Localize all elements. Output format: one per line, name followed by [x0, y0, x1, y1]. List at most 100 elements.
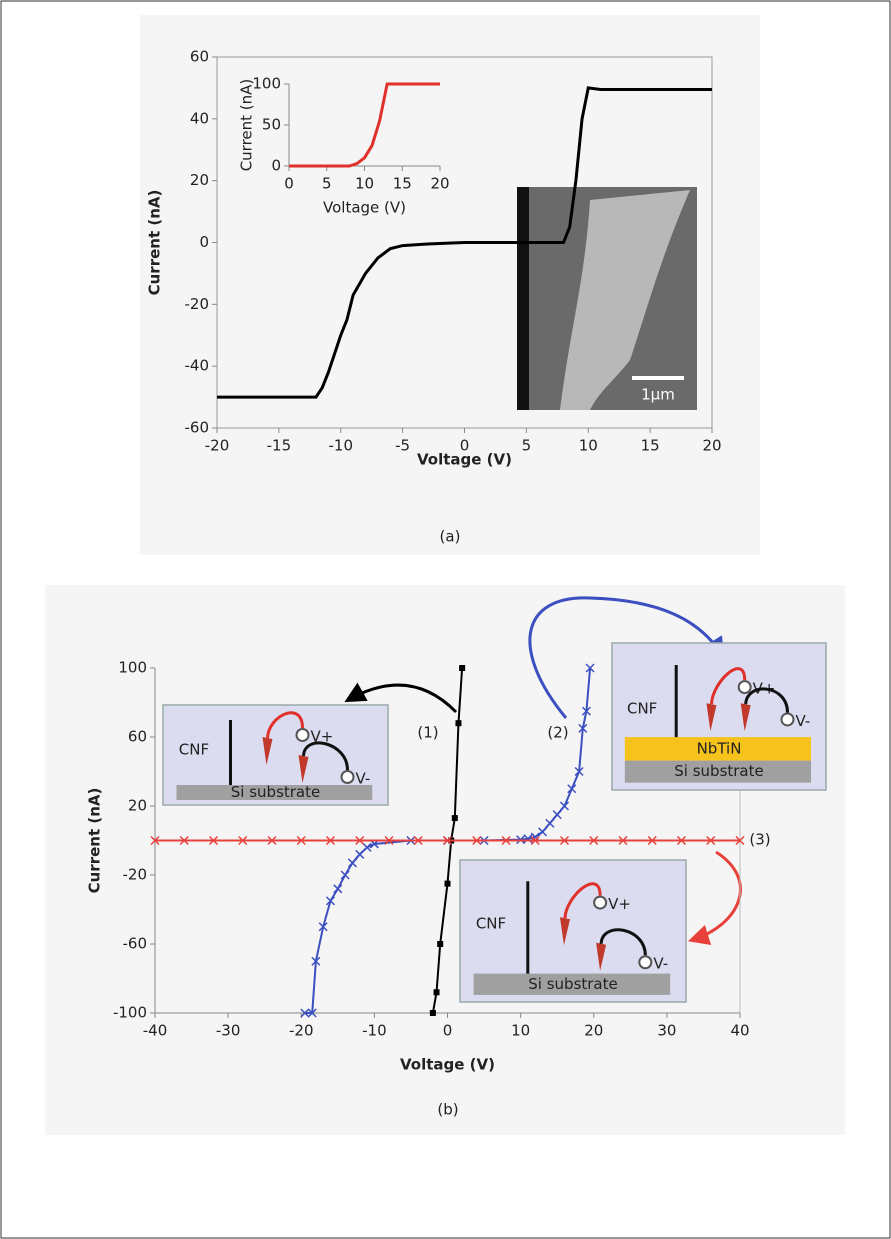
- arrow: [344, 682, 458, 714]
- marker: [437, 941, 444, 947]
- substrate-label: Si substrate: [231, 783, 320, 801]
- probe-tip: [298, 755, 309, 783]
- marker: [589, 835, 599, 846]
- marker: [442, 835, 453, 846]
- x-tick-label: -20: [289, 1022, 314, 1040]
- probe-tip: [706, 703, 717, 732]
- marker: [501, 835, 511, 846]
- probe-tip: [262, 737, 273, 765]
- y-tick-label: 50: [262, 116, 281, 134]
- marker: [567, 784, 577, 794]
- marker: [318, 922, 328, 932]
- x-tick-label: 5: [522, 437, 532, 455]
- marker: [472, 835, 482, 846]
- marker: [300, 1008, 310, 1018]
- arrow: [687, 850, 742, 945]
- marker: [325, 835, 336, 846]
- y-tick-label: 20: [190, 171, 209, 189]
- probe-wire: [266, 711, 304, 739]
- marker: [455, 720, 462, 727]
- marker: [545, 818, 555, 828]
- sem-edge: [517, 187, 529, 410]
- marker: [581, 706, 591, 716]
- marker: [347, 858, 357, 868]
- probe-label: V-: [653, 955, 668, 973]
- y-tick-label: -60: [185, 419, 210, 437]
- y-tick-label: 0: [199, 233, 209, 251]
- x-tick-label: -40: [143, 1022, 168, 1040]
- marker: [444, 880, 451, 887]
- x-tick-label: -10: [362, 1022, 387, 1040]
- marker: [267, 835, 277, 846]
- probe-tip: [596, 942, 607, 971]
- probe-wire: [709, 667, 747, 705]
- x-tick-label: 5: [322, 175, 332, 193]
- substrate-label: Si substrate: [528, 975, 617, 993]
- marker: [530, 835, 540, 846]
- x-axis-label: Voltage (V): [323, 199, 406, 217]
- probe-contact: [295, 728, 310, 742]
- marker: [552, 810, 562, 820]
- marker: [451, 815, 458, 822]
- y-tick-label: -40: [185, 357, 210, 375]
- x-tick-label: -15: [267, 437, 292, 455]
- arrow: [528, 596, 725, 719]
- marker: [676, 835, 687, 846]
- marker: [179, 835, 189, 846]
- series-label: (3): [749, 831, 770, 849]
- marker: [150, 835, 160, 846]
- x-tick-label: -5: [395, 437, 410, 455]
- probe-wire: [599, 928, 647, 956]
- probe-contact: [737, 680, 752, 695]
- probe-tip: [740, 703, 751, 732]
- y-tick-label: -20: [185, 295, 210, 313]
- probe-contact: [340, 770, 355, 784]
- caption: (b): [437, 1101, 458, 1119]
- marker: [355, 849, 365, 859]
- marker: [325, 896, 336, 906]
- marker: [647, 835, 657, 846]
- marker: [238, 835, 248, 846]
- data-line: [289, 82, 440, 168]
- nbtin-layer: [624, 737, 812, 761]
- x-tick-label: 20: [702, 437, 721, 455]
- y-tick-label: 0: [271, 157, 281, 175]
- data-line: [431, 667, 464, 1014]
- marker: [618, 835, 628, 846]
- x-tick-label: 15: [393, 175, 412, 193]
- marker: [578, 723, 588, 733]
- marker: [585, 663, 595, 673]
- x-tick-label: 20: [430, 175, 449, 193]
- probe-wire: [563, 882, 602, 919]
- cnf-label: CNF: [627, 700, 657, 718]
- probe-contact: [638, 955, 653, 970]
- x-tick-label: 10: [355, 175, 374, 193]
- y-axis-label: Current (nA): [238, 79, 256, 172]
- marker: [307, 1008, 317, 1018]
- image-label: 1μm: [641, 386, 675, 404]
- marker: [459, 665, 466, 671]
- y-tick-label: 100: [118, 659, 147, 677]
- y-tick-label: 60: [128, 728, 147, 746]
- y-axis-label: Current (nA): [146, 190, 164, 296]
- cnf-label: CNF: [179, 741, 209, 759]
- x-tick-label: 10: [579, 437, 598, 455]
- substrate-label: Si substrate: [674, 762, 763, 780]
- marker: [340, 870, 350, 880]
- nbtin-label: NbTiN: [697, 739, 742, 757]
- probe-contact: [780, 712, 795, 727]
- marker: [333, 884, 343, 894]
- data-line: [217, 86, 712, 399]
- series-label: (1): [417, 724, 438, 742]
- substrate: [473, 973, 671, 995]
- y-axis-label: Current (nA): [86, 788, 104, 894]
- x-tick-label: 0: [284, 175, 294, 193]
- marker: [735, 835, 745, 846]
- x-tick-label: 0: [443, 1022, 453, 1040]
- x-tick-label: -20: [205, 437, 230, 455]
- marker: [433, 989, 440, 996]
- substrate: [176, 785, 373, 800]
- probe-label: V+: [311, 728, 334, 746]
- marker: [355, 835, 365, 846]
